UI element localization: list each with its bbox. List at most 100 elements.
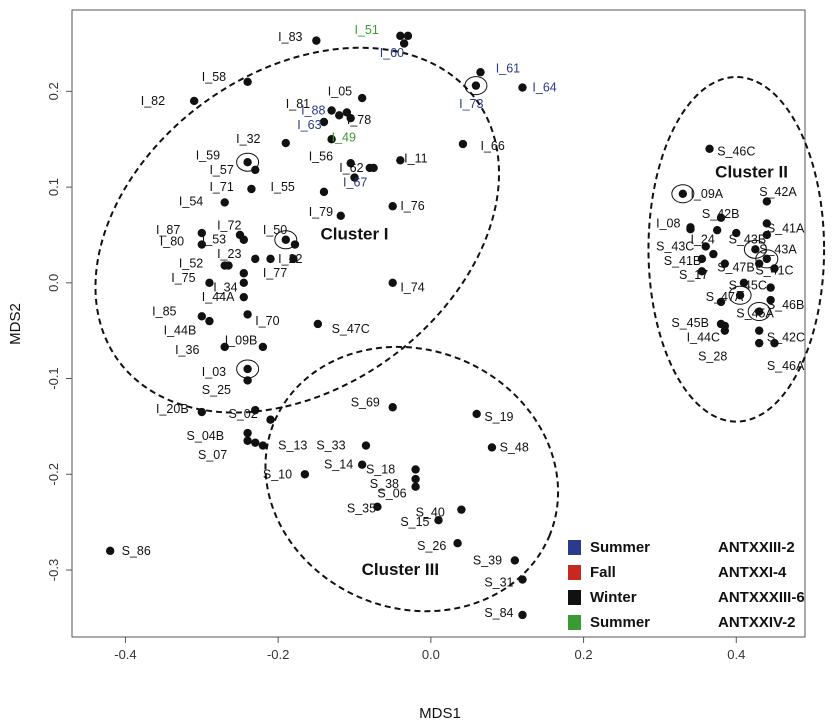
data-point (239, 278, 248, 288)
data-point (701, 242, 710, 251)
point-label: S_15 (400, 515, 429, 529)
point-label: I_71 (209, 180, 233, 194)
point-label: I_22 (278, 252, 302, 266)
data-point (766, 283, 775, 292)
data-point (762, 230, 772, 240)
data-point (754, 259, 764, 268)
point-label: I_32 (236, 132, 260, 146)
data-point (403, 31, 413, 41)
point-label: S_26 (417, 539, 446, 553)
point-label: S_33 (316, 439, 345, 453)
point-label: I_55 (271, 180, 295, 194)
point-label: I_60 (380, 46, 404, 60)
data-point (518, 83, 527, 92)
data-point (357, 460, 367, 469)
data-point (327, 106, 336, 115)
point-label: S_84 (484, 606, 513, 620)
point-label: I_80 (160, 235, 184, 249)
point-label: S_14 (324, 458, 353, 472)
data-point (220, 342, 229, 352)
data-point (762, 254, 772, 264)
point-label: S_25 (202, 383, 231, 397)
cluster-ellipse-2 (647, 76, 826, 423)
point-label: S_43A (759, 242, 797, 256)
point-label: I_66 (480, 139, 504, 153)
point-label: S_31 (484, 575, 513, 589)
data-point (239, 269, 248, 278)
data-point (251, 405, 260, 415)
data-point (751, 245, 760, 254)
highlight-circle (274, 230, 298, 250)
point-label: S_42B (702, 207, 740, 221)
data-point (739, 278, 749, 288)
x-tick-label: 0.4 (727, 647, 745, 662)
data-point (732, 228, 741, 238)
data-point (411, 474, 420, 484)
data-point (770, 338, 779, 348)
point-label: I_54 (179, 194, 203, 208)
point-label: I_09B (225, 333, 258, 347)
data-point (258, 441, 268, 450)
point-label: S_02 (229, 407, 258, 421)
point-label: I_44C (687, 330, 720, 344)
point-label: I_53 (202, 233, 226, 247)
point-label: S_43C (656, 239, 694, 253)
data-point (770, 264, 779, 273)
point-label: S_04B (187, 429, 225, 443)
data-point (754, 307, 764, 316)
point-label: I_87 (156, 223, 180, 237)
point-label: S_41A (767, 221, 805, 235)
legend-label: Summer (590, 539, 650, 556)
point-label: S_40 (416, 506, 445, 520)
data-point (709, 249, 718, 259)
legend-label: Summer (590, 614, 650, 631)
data-point (434, 516, 443, 525)
data-point (197, 407, 207, 417)
point-label: I_49 (332, 130, 356, 144)
legend-expedition: ANTXXIV-2 (718, 614, 796, 631)
cluster-label: Cluster III (362, 560, 439, 579)
point-label: I_72 (217, 218, 241, 232)
data-point (197, 312, 207, 321)
point-label: I_74 (400, 281, 424, 295)
data-point (346, 113, 355, 123)
y-tick-label: 0.1 (46, 178, 61, 196)
point-label: S_06 (377, 486, 406, 500)
x-tick-label: -0.4 (114, 647, 136, 662)
data-point (243, 428, 252, 438)
data-point (251, 254, 260, 264)
point-label: I_05 (328, 84, 352, 98)
data-point (243, 158, 252, 167)
point-label: S_10 (263, 467, 292, 481)
data-point (754, 338, 764, 348)
point-label: I_83 (278, 30, 302, 44)
data-point (396, 156, 405, 165)
data-point (697, 254, 707, 264)
data-point (518, 610, 527, 620)
highlight-circle (464, 76, 488, 96)
y-axis-title: MDS2 (7, 303, 24, 345)
data-point (472, 409, 481, 419)
data-point (105, 546, 115, 556)
data-point (290, 240, 300, 249)
data-point (487, 443, 497, 452)
y-tick-label: 0.2 (46, 82, 61, 100)
data-point (327, 135, 336, 144)
point-label: I_73 (459, 97, 483, 111)
point-label: S_45A (736, 306, 774, 320)
data-point (735, 291, 745, 300)
point-label: I_24 (690, 233, 714, 247)
data-point (243, 364, 252, 374)
data-point (411, 465, 420, 474)
point-label: I_88 (301, 104, 325, 118)
data-point (510, 556, 520, 565)
point-label: S_45B (671, 316, 709, 330)
data-point (289, 254, 298, 264)
point-label: S_45C (729, 279, 767, 293)
data-point (686, 225, 695, 234)
point-label: I_85 (152, 305, 176, 319)
data-point (197, 228, 207, 238)
legend-expedition: ANTXXI-4 (718, 564, 787, 581)
data-point (357, 93, 367, 103)
